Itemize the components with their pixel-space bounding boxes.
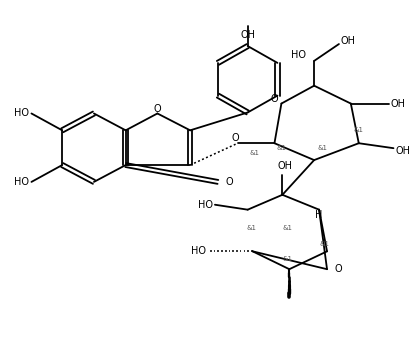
Text: &1: &1 [282, 224, 292, 231]
Text: &1: &1 [276, 145, 286, 151]
Text: H: H [315, 210, 323, 220]
Text: &1: &1 [317, 145, 327, 151]
Text: O: O [153, 104, 161, 114]
Text: HO: HO [291, 50, 306, 60]
Text: &1: &1 [246, 224, 256, 231]
Text: &1: &1 [250, 150, 260, 156]
Text: O: O [271, 93, 279, 104]
Text: OH: OH [278, 161, 293, 171]
Text: O: O [226, 177, 234, 187]
Text: HO: HO [191, 246, 206, 256]
Text: OH: OH [341, 36, 356, 46]
Text: &1: &1 [354, 127, 364, 133]
Text: O: O [232, 133, 240, 143]
Text: &1: &1 [282, 256, 292, 262]
Text: HO: HO [198, 200, 213, 210]
Text: HO: HO [15, 108, 30, 118]
Text: O: O [335, 264, 343, 274]
Text: OH: OH [395, 146, 410, 156]
Text: &1: &1 [319, 241, 329, 247]
Text: HO: HO [15, 177, 30, 187]
Text: OH: OH [390, 99, 405, 108]
Text: OH: OH [240, 30, 255, 40]
